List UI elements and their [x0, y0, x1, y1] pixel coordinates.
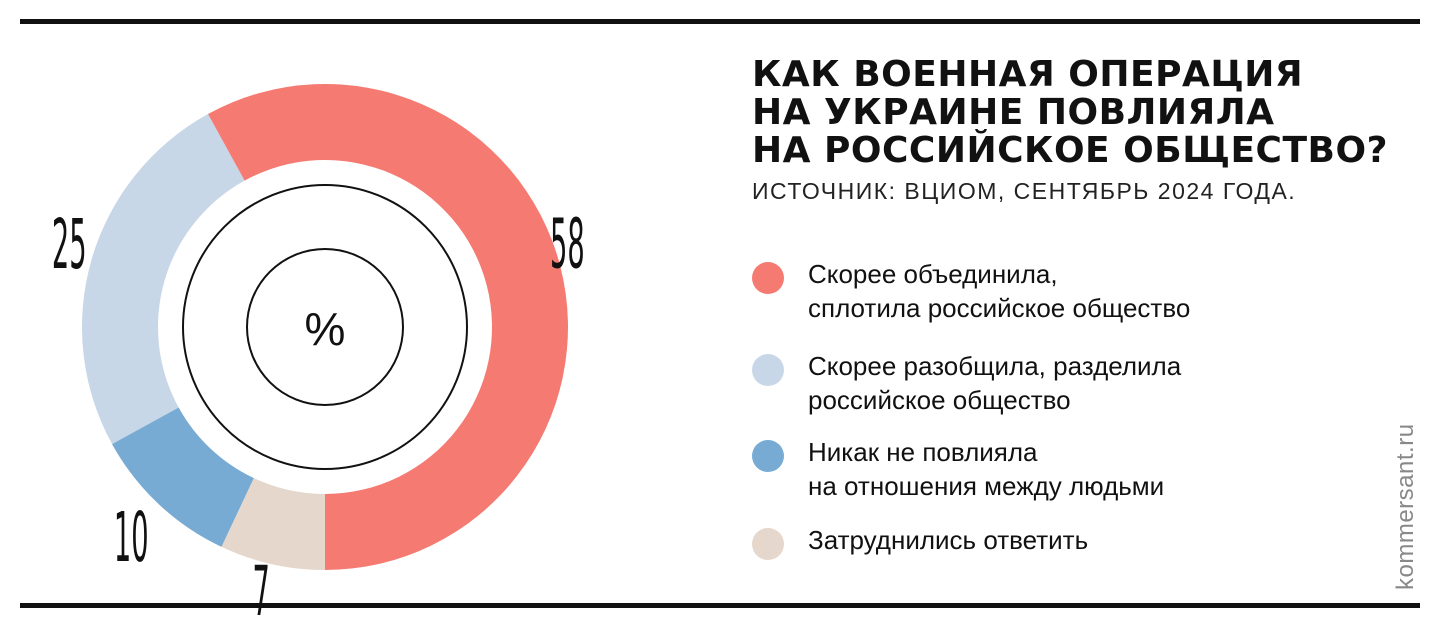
- center-percent-label: %: [305, 303, 346, 355]
- inner-ring: [182, 184, 468, 470]
- legend-label: Никак не повлияла на отношения между люд…: [808, 435, 1164, 503]
- slice-no-effect: [112, 407, 254, 547]
- legend-label-line: Скорее объединила,: [808, 259, 1058, 289]
- title-line: НА РОССИЙСКОЕ ОБЩЕСТВО?: [752, 130, 1388, 171]
- legend-label-line: Скорее разобщила, разделила: [808, 351, 1182, 381]
- legend-swatch: [752, 354, 784, 386]
- legend-swatch: [752, 440, 784, 472]
- legend-label: Скорее разобщила, разделила российское о…: [808, 349, 1181, 417]
- legend-label-line: российское общество: [808, 385, 1071, 415]
- chart-source: ИСТОЧНИК: ВЦИОМ, СЕНТЯБРЬ 2024 ГОДА.: [752, 178, 1297, 204]
- value-label: 25: [52, 206, 87, 285]
- bottom-rule: [20, 603, 1420, 608]
- legend-label-line: на отношения между людьми: [808, 471, 1165, 501]
- donut-chart: 58 25 10 7 %: [52, 84, 585, 629]
- title-line: КАК ВОЕННАЯ ОПЕРАЦИЯ: [752, 54, 1304, 95]
- slice-undecided: [221, 478, 325, 570]
- donut-slices: [81, 84, 568, 571]
- value-label: 7: [252, 553, 269, 629]
- legend-label-line: Никак не повлияла: [808, 437, 1038, 467]
- watermark: kommersant.ru: [1392, 423, 1419, 590]
- legend-swatch: [752, 528, 784, 560]
- legend-swatch: [752, 262, 784, 294]
- value-label: 10: [114, 499, 149, 578]
- center-ring: [246, 248, 404, 406]
- title-line: НА УКРАИНЕ ПОВЛИЯЛА: [752, 92, 1275, 133]
- slice-divided: [81, 114, 245, 445]
- legend-label: Скорее объединила, сплотила российское о…: [808, 257, 1190, 325]
- legend-label-line: сплотила российское общество: [808, 293, 1191, 323]
- value-label: 58: [550, 206, 585, 285]
- legend-label-line: Затруднились ответить: [808, 525, 1089, 555]
- legend-label: Затруднились ответить: [808, 523, 1088, 557]
- chart-title: КАК ВОЕННАЯ ОПЕРАЦИЯ НА УКРАИНЕ ПОВЛИЯЛА…: [752, 56, 1392, 170]
- slice-united: [207, 84, 568, 571]
- top-rule: [20, 19, 1420, 24]
- value-labels: 58 25 10 7: [52, 206, 585, 629]
